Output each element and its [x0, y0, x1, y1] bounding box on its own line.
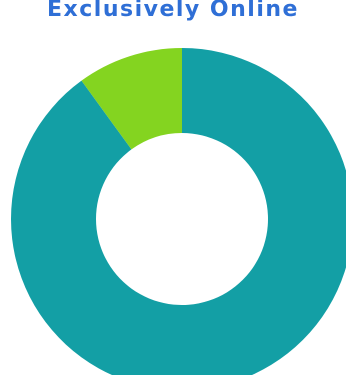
donut-slice-2 — [81, 48, 182, 150]
donut-slices — [11, 48, 346, 375]
chart-title: Exclusively Online — [47, 0, 299, 22]
donut-slice-1 — [11, 48, 346, 375]
